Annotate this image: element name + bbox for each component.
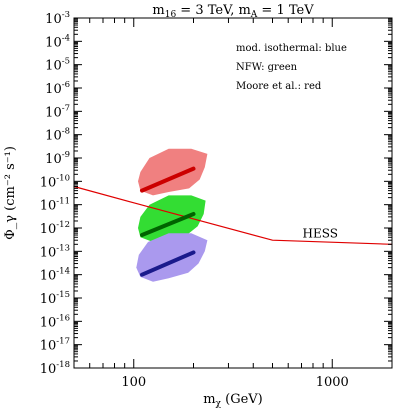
- axis-ticks: [73, 17, 393, 369]
- y-tick-label: 10-5: [45, 57, 70, 74]
- series-line-3: [140, 212, 196, 237]
- y-tick-label: 10-14: [40, 267, 70, 284]
- hess-annotation: HESS: [303, 226, 338, 240]
- y-tick-label: 10-13: [40, 243, 70, 260]
- y-tick-label: 10-8: [45, 127, 70, 144]
- y-tick-label: 10-12: [40, 220, 70, 237]
- plot-frame: [73, 17, 393, 369]
- y-axis-title: Φ_γ (cm⁻² s⁻¹): [3, 146, 18, 240]
- series-lines: [73, 166, 393, 277]
- x-axis-title: mχ (GeV): [203, 392, 263, 409]
- series-line-4: [140, 250, 196, 277]
- legend-entry: mod. isothermal: blue: [236, 43, 347, 54]
- y-tick-label: 10-7: [45, 103, 70, 120]
- legend-entry: Moore et al.: red: [236, 81, 322, 92]
- y-tick-label: 10-17: [40, 337, 70, 354]
- series-line-2: [140, 166, 196, 193]
- tick-labels: 10-18 10-17 10-16 10-15 10-14 10-13 10-12 10-11…: [40, 10, 349, 390]
- y-tick-label: 10-16: [40, 313, 70, 330]
- y-tick-label: 10-10: [40, 173, 70, 190]
- annotations: HESS: [303, 226, 338, 240]
- x-tick-label: 1000: [316, 375, 349, 390]
- legend: mod. isothermal: blue NFW: green Moore et …: [236, 43, 347, 92]
- y-tick-label: 10-3: [45, 10, 70, 27]
- x-tick-label: 100: [121, 375, 146, 390]
- y-tick-label: 10-18: [40, 360, 70, 377]
- y-tick-label: 10-4: [45, 33, 70, 50]
- legend-entry: NFW: green: [236, 62, 298, 73]
- y-tick-label: 10-6: [45, 80, 70, 97]
- y-tick-label: 10-11: [40, 197, 70, 214]
- y-tick-label: 10-15: [40, 290, 70, 307]
- y-tick-label: 10-9: [45, 150, 70, 167]
- series-line-1: [73, 185, 393, 245]
- chart-title: m16 = 3 TeV, mA = 1 TeV: [152, 3, 314, 20]
